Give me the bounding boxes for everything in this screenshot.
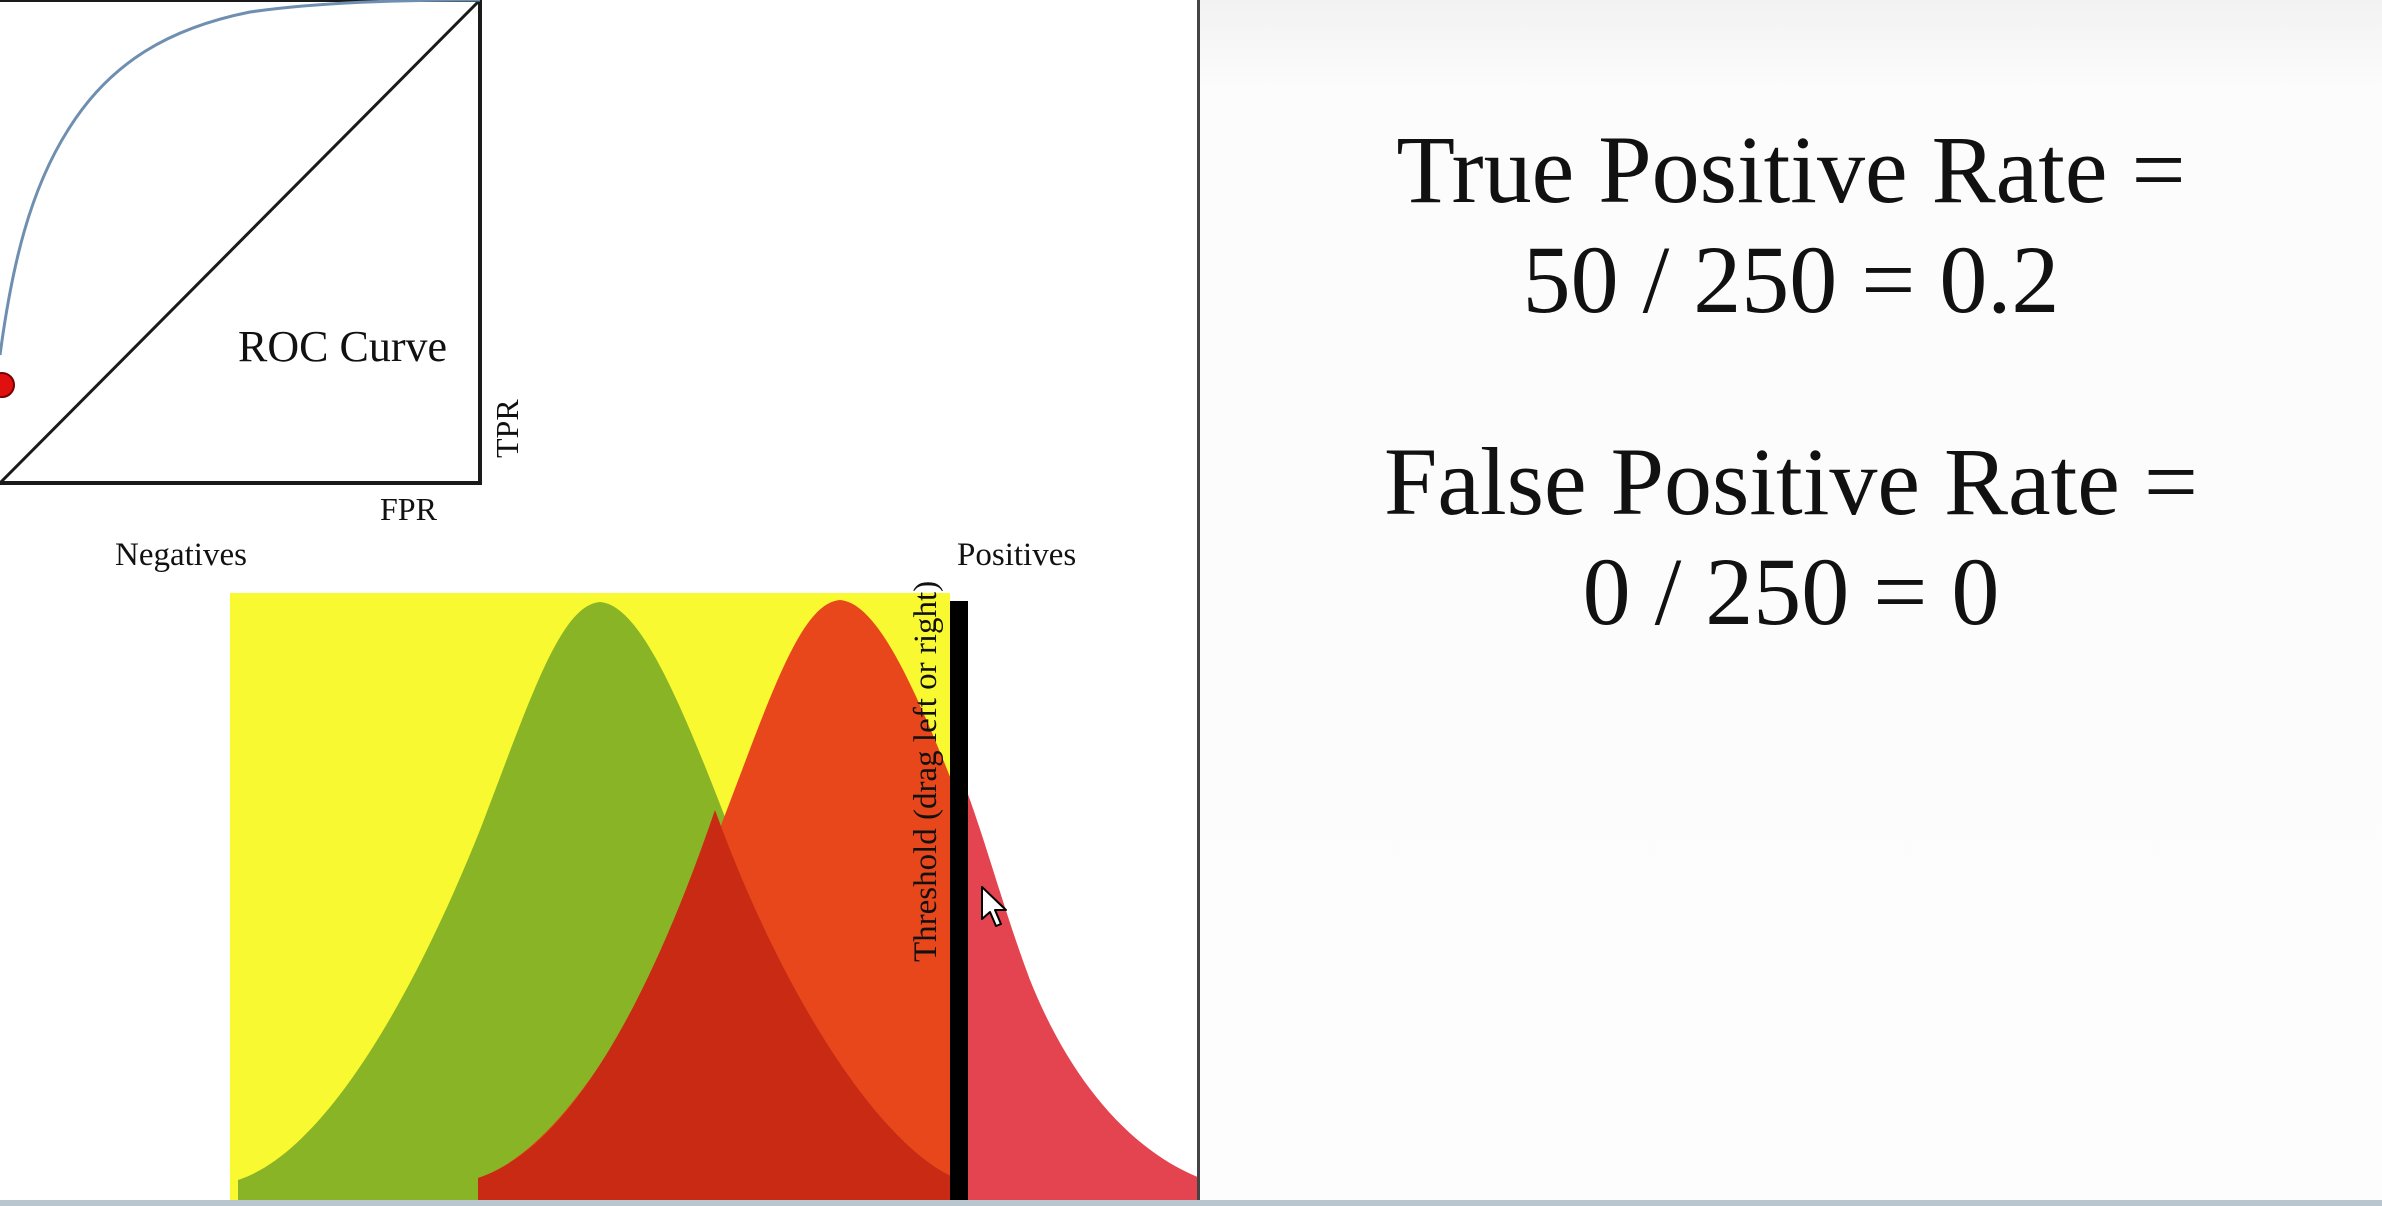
bottom-border	[0, 1200, 2382, 1206]
overlap-region	[478, 810, 960, 1200]
roc-plot-frame	[0, 0, 482, 485]
fpr-heading: False Positive Rate =	[1383, 428, 2199, 535]
roc-x-axis-label: FPR	[380, 491, 438, 527]
fpr-formula: 0 / 250 = 0	[1582, 538, 2000, 645]
roc-visualization: ROC Curve FPR TPR Negatives Positives Th…	[0, 0, 1197, 1200]
roc-operating-point	[0, 372, 15, 398]
positives-tail-above-threshold	[955, 760, 1197, 1200]
negatives-label: Negatives	[115, 537, 247, 573]
threshold-label: Threshold (drag left or right)	[908, 581, 944, 962]
distribution-chart	[230, 593, 1197, 1200]
positives-label: Positives	[957, 537, 1076, 573]
tpr-formula: 50 / 250 = 0.2	[1522, 226, 2060, 333]
roc-diagonal	[0, 0, 482, 485]
roc-chart: ROC Curve FPR TPR	[0, 0, 525, 527]
tpr-heading: True Positive Rate =	[1396, 116, 2186, 223]
roc-y-axis-label: TPR	[489, 399, 525, 458]
rates-panel: True Positive Rate = 50 / 250 = 0.2 Fals…	[1200, 0, 2382, 1200]
arrow-cursor-icon	[980, 885, 1010, 934]
visualization-panel: ROC Curve FPR TPR Negatives Positives Th…	[0, 0, 1200, 1200]
roc-curve-line	[0, 0, 481, 356]
roc-title: ROC Curve	[238, 322, 447, 371]
threshold-line[interactable]	[950, 601, 968, 1200]
